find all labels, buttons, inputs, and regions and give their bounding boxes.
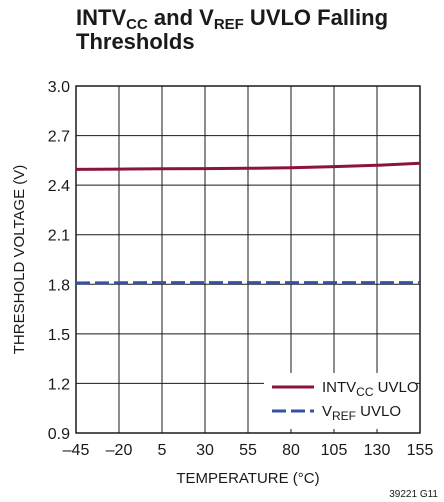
x-tick-label: 55 [239,442,257,459]
x-tick-label: 5 [158,442,167,459]
x-tick-label: 30 [196,442,214,459]
legend-label-vref: VREF UVLO [322,403,401,423]
y-tick-label: 1.5 [48,327,70,344]
legend: INTVCC UVLO VREF UVLO [264,373,419,429]
y-tick-label: 3.0 [48,79,70,96]
legend-label-intvcc: INTVCC UVLO [322,379,419,399]
y-tick-label: 2.7 [48,129,70,146]
y-tick-label: 1.8 [48,277,70,294]
series-group [75,161,421,285]
y-tick-label: 2.4 [48,178,70,195]
x-tick-label: –45 [63,442,90,459]
plot-frame [75,85,421,434]
chart-title: INTVCC and VREF UVLO Falling Thresholds [76,5,389,54]
figure-id: 39221 G11 [389,489,438,500]
y-axis-label: THRESHOLD VOLTAGE (V) [11,165,28,354]
x-tick-label: 155 [407,442,434,459]
y-tick-label: 1.2 [48,376,70,393]
x-tick-label: 80 [282,442,300,459]
legend-background [264,373,416,429]
y-tick-label: 2.1 [48,228,70,245]
x-axis-label: TEMPERATURE (°C) [176,470,319,487]
x-tick-label: 130 [364,442,391,459]
x-tick-labels: –45 –20 5 30 55 80 105 130 155 [63,442,434,459]
y-tick-label: 0.9 [48,426,70,443]
x-tick-label: –20 [106,442,133,459]
y-tick-labels: 0.9 1.2 1.5 1.8 2.1 2.4 2.7 3.0 [48,79,70,443]
x-tick-label: 105 [321,442,348,459]
series-line-intvcc [75,161,421,171]
